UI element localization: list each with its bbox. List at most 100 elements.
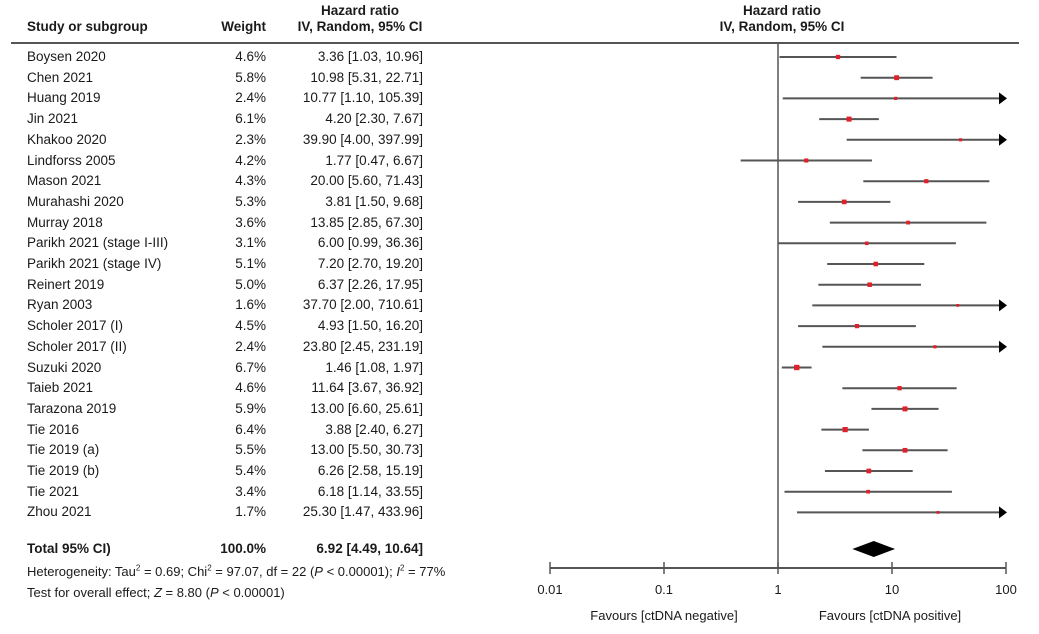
study-ci: 6.37 [2.26, 17.95] <box>317 276 423 292</box>
study-name: Parikh 2021 (stage IV) <box>27 256 162 271</box>
study-name: Suzuki 2020 <box>27 359 102 375</box>
het-tau: = 0.69; Chi <box>140 564 208 579</box>
point-estimate <box>864 241 869 246</box>
point-estimate <box>842 427 848 433</box>
study-weight: 5.8% <box>235 69 266 85</box>
study-ci: 1.46 [1.08, 1.97] <box>325 359 423 375</box>
hr-column-header-line1: Hazard ratio <box>320 3 400 18</box>
heterogeneity-text: Heterogeneity: Tau2 = 0.69; Chi2 = 97.07… <box>27 564 445 579</box>
study-ci: 4.20 [2.30, 7.67] <box>325 111 423 127</box>
study-name: Khakoo 2020 <box>27 131 107 147</box>
overall-p: < 0.00001) <box>218 585 285 600</box>
point-estimate <box>804 158 809 163</box>
point-estimate <box>933 345 937 349</box>
het-chi: = 97.07, df = 22 ( <box>211 564 315 579</box>
study-name: Murahashi 2020 <box>27 193 124 209</box>
study-weight: 3.1% <box>235 235 266 251</box>
plot-column-header-line1: Hazard ratio <box>742 3 822 18</box>
total-weight: 100.0% <box>220 541 266 556</box>
study-ci: 3.81 [1.50, 9.68] <box>325 193 423 209</box>
study-weight: 4.3% <box>235 173 266 189</box>
x-tick-label: 100 <box>995 582 1017 597</box>
study-ci: 39.90 [4.00, 397.99] <box>302 131 423 147</box>
point-estimate <box>841 199 847 205</box>
study-weight: 1.7% <box>235 504 266 520</box>
p-symbol: P <box>314 564 323 579</box>
arrow-icon <box>999 340 1007 353</box>
total-label: Total 95% CI) <box>27 541 111 556</box>
study-weight: 3.6% <box>235 214 266 230</box>
study-ci: 3.36 [1.03, 10.96] <box>317 49 423 64</box>
p-symbol: P <box>209 585 219 600</box>
arrow-icon <box>999 506 1007 519</box>
overall-prefix: Test for overall effect; <box>27 585 154 600</box>
point-estimate <box>958 138 963 142</box>
study-weight: 6.1% <box>235 111 266 127</box>
study-name: Scholer 2017 (II) <box>27 338 127 354</box>
header-divider <box>11 42 1019 44</box>
study-name: Lindforss 2005 <box>27 152 116 168</box>
study-weight: 6.7% <box>235 359 266 375</box>
study-weight: 3.4% <box>235 483 266 499</box>
study-name: Ryan 2003 <box>27 297 93 313</box>
study-name: Scholer 2017 (I) <box>27 318 124 334</box>
x-tick-label: 0.01 <box>537 582 562 597</box>
z-symbol: Z <box>153 585 162 600</box>
point-estimate <box>873 261 879 267</box>
study-weight: 5.5% <box>235 442 266 458</box>
study-name: Tie 2019 (a) <box>27 442 100 458</box>
point-estimate <box>924 179 929 184</box>
hr-column-header-line2: IV, Random, 95% CI <box>297 19 423 34</box>
point-estimate <box>794 364 800 371</box>
het-p: < 0.00001); <box>322 564 397 579</box>
i-symbol: I <box>396 564 400 579</box>
study-ci: 10.98 [5.31, 22.71] <box>310 69 423 85</box>
point-estimate <box>956 304 960 307</box>
study-weight: 5.4% <box>235 463 266 478</box>
point-estimate <box>854 323 860 329</box>
study-ci: 1.77 [0.47, 6.67] <box>325 152 423 168</box>
study-name: Zhou 2021 <box>27 504 92 520</box>
point-estimate <box>894 75 900 81</box>
overall-z: = 8.80 ( <box>161 585 210 600</box>
study-ci: 13.85 [2.85, 67.30] <box>310 214 423 230</box>
study-name: Chen 2021 <box>27 69 94 85</box>
study-weight: 2.3% <box>235 131 266 147</box>
x-tick-label: 1 <box>774 582 781 597</box>
het-i2: = 77% <box>404 564 446 579</box>
arrow-icon <box>999 92 1007 105</box>
study-ci: 11.64 [3.67, 36.92] <box>311 380 423 396</box>
sup: 2 <box>135 563 141 573</box>
study-ci: 6.26 [2.58, 15.19] <box>317 463 423 478</box>
point-estimate <box>902 447 908 453</box>
point-estimate <box>866 468 872 474</box>
study-ci: 23.80 [2.45, 231.19] <box>302 338 423 354</box>
arrow-icon <box>999 299 1007 312</box>
study-ci: 13.00 [6.60, 25.61] <box>310 400 423 416</box>
study-name: Parikh 2021 (stage I-III) <box>27 235 169 251</box>
study-name: Tie 2021 <box>27 483 80 499</box>
study-ci: 3.88 [2.40, 6.27] <box>325 421 423 437</box>
study-ci: 25.30 [1.47, 433.96] <box>302 504 423 520</box>
point-estimate <box>906 220 911 225</box>
weight-column-header: Weight <box>221 19 266 34</box>
point-estimate <box>897 386 902 391</box>
study-weight: 5.1% <box>235 256 266 271</box>
sup: 2 <box>399 563 405 573</box>
het-prefix: Heterogeneity: Tau <box>27 564 136 579</box>
x-tick-label: 10 <box>885 582 899 597</box>
study-weight: 4.6% <box>235 380 266 396</box>
study-name: Murray 2018 <box>27 214 103 230</box>
study-name: Tie 2019 (b) <box>27 463 100 478</box>
study-weight: 5.0% <box>235 276 266 292</box>
point-estimate <box>894 96 898 100</box>
study-name: Mason 2021 <box>27 173 102 189</box>
point-estimate <box>835 54 841 60</box>
favours-right-label: Favours [ctDNA positive] <box>819 608 961 623</box>
sup: 2 <box>207 563 212 573</box>
point-estimate <box>936 510 940 514</box>
study-weight: 5.3% <box>235 193 266 209</box>
point-estimate <box>846 116 852 122</box>
study-name: Tie 2016 <box>27 421 80 437</box>
